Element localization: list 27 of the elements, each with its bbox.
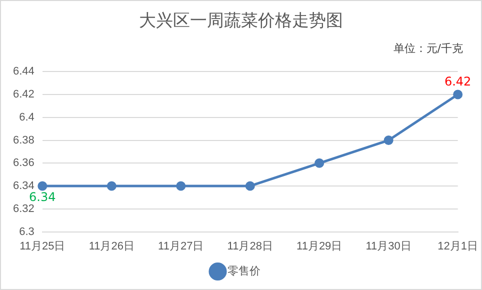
x-tick-label: 11月26日 xyxy=(88,240,134,252)
y-tick-label: 6.42 xyxy=(12,88,34,101)
point xyxy=(453,90,463,100)
x-tick-label: 11月27日 xyxy=(158,240,204,252)
x-tick-label: 11月25日 xyxy=(20,240,66,252)
y-tick-label: 6.34 xyxy=(12,180,34,192)
x-tick-label: 11月29日 xyxy=(296,240,342,252)
point xyxy=(38,181,48,191)
x-tick-label: 11月30日 xyxy=(366,240,412,252)
y-tick-label: 6.44 xyxy=(12,66,34,78)
text: 单位：元/千克 xyxy=(393,41,463,56)
x-tick-label: 12月1日 xyxy=(438,240,478,252)
y-tick-label: 6.4 xyxy=(19,111,34,124)
legend-label: 零售价 xyxy=(227,266,260,278)
data-label: 6.42 xyxy=(444,74,472,89)
point xyxy=(314,158,324,168)
y-tick-label: 6.3 xyxy=(19,226,34,238)
y-tick-label: 6.38 xyxy=(12,134,34,146)
data-label: 6.34 xyxy=(29,190,56,204)
point xyxy=(245,181,255,191)
x-tick-label: 11月28日 xyxy=(227,240,273,252)
point xyxy=(176,181,186,191)
chart-title: 大兴区一周蔬菜价格走势图 xyxy=(138,10,344,32)
y-tick-label: 6.32 xyxy=(12,202,34,215)
point xyxy=(384,136,394,146)
point xyxy=(106,181,116,191)
y-tick-label: 6.36 xyxy=(12,157,34,170)
